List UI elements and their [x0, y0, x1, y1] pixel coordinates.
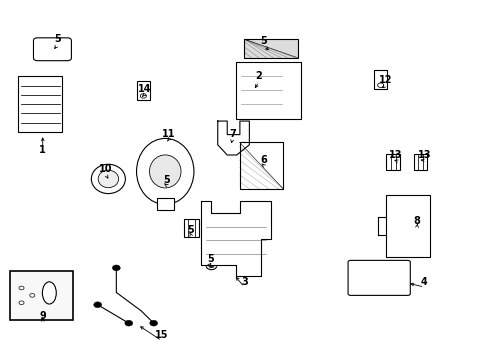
FancyBboxPatch shape [347, 260, 409, 296]
Text: 12: 12 [378, 75, 391, 85]
Polygon shape [244, 39, 297, 58]
Text: 15: 15 [155, 330, 168, 341]
Text: 10: 10 [99, 164, 112, 174]
Ellipse shape [42, 282, 56, 304]
Text: 5: 5 [54, 34, 61, 44]
Bar [235, 62, 301, 118]
Circle shape [149, 320, 157, 326]
Circle shape [208, 264, 214, 268]
Circle shape [94, 302, 102, 307]
Text: 14: 14 [138, 84, 151, 94]
Text: 5: 5 [187, 225, 194, 235]
Circle shape [161, 181, 167, 186]
Text: 8: 8 [413, 216, 420, 226]
Text: 5: 5 [206, 253, 213, 264]
Bar [183, 219, 199, 237]
Bar [373, 70, 386, 89]
Polygon shape [201, 202, 271, 276]
Bar [386, 154, 399, 170]
Text: 6: 6 [260, 156, 267, 165]
Bar [239, 143, 283, 189]
Bar [385, 195, 429, 257]
Circle shape [112, 265, 120, 271]
Text: 3: 3 [241, 277, 247, 287]
Text: 11: 11 [162, 129, 176, 139]
Text: 4: 4 [420, 277, 427, 287]
Text: 2: 2 [255, 71, 262, 81]
Text: 7: 7 [228, 129, 235, 139]
Ellipse shape [98, 170, 118, 188]
FancyBboxPatch shape [33, 38, 71, 61]
Ellipse shape [149, 155, 181, 188]
Text: 5: 5 [260, 36, 267, 46]
Text: 1: 1 [39, 145, 46, 155]
Polygon shape [19, 76, 62, 132]
Circle shape [124, 320, 132, 326]
Ellipse shape [91, 164, 125, 194]
Text: 13: 13 [387, 150, 401, 160]
Text: 5: 5 [163, 175, 170, 185]
Text: 9: 9 [39, 311, 46, 321]
Bar [413, 154, 427, 170]
Polygon shape [217, 121, 249, 155]
Text: 13: 13 [417, 150, 430, 160]
Bar [10, 271, 73, 320]
Bar [136, 81, 150, 100]
Bar [156, 198, 174, 211]
Ellipse shape [136, 138, 194, 204]
